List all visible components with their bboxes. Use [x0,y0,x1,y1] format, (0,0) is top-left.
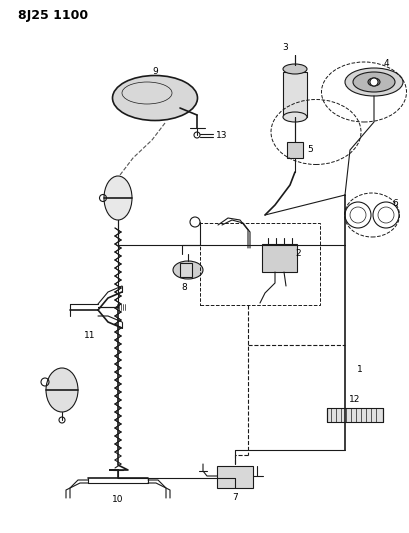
Bar [262,244,297,272]
Bar [217,466,253,488]
Text: 6: 6 [392,198,398,207]
Ellipse shape [112,76,198,120]
Ellipse shape [345,68,403,96]
Text: 4: 4 [383,60,389,69]
Text: 3: 3 [282,44,288,52]
Text: 13: 13 [216,131,228,140]
Bar [200,223,320,305]
Ellipse shape [283,64,307,74]
Bar [180,263,192,277]
Circle shape [370,78,378,86]
Text: 2: 2 [295,248,301,257]
Ellipse shape [173,261,203,279]
Bar [287,142,303,158]
Text: 5: 5 [307,146,313,155]
Text: 8J25 1100: 8J25 1100 [18,10,88,22]
Ellipse shape [46,368,78,412]
Ellipse shape [283,112,307,122]
Circle shape [194,132,200,138]
Ellipse shape [104,176,132,220]
Text: 10: 10 [112,496,124,505]
Text: 11: 11 [84,330,96,340]
Text: 1: 1 [357,366,363,375]
Ellipse shape [368,78,380,86]
Text: 7: 7 [232,494,238,503]
Text: 8: 8 [181,284,187,293]
Bar [327,408,383,422]
Ellipse shape [353,72,395,92]
Text: 9: 9 [152,68,158,77]
Text: 12: 12 [349,394,361,403]
Bar [283,72,307,117]
